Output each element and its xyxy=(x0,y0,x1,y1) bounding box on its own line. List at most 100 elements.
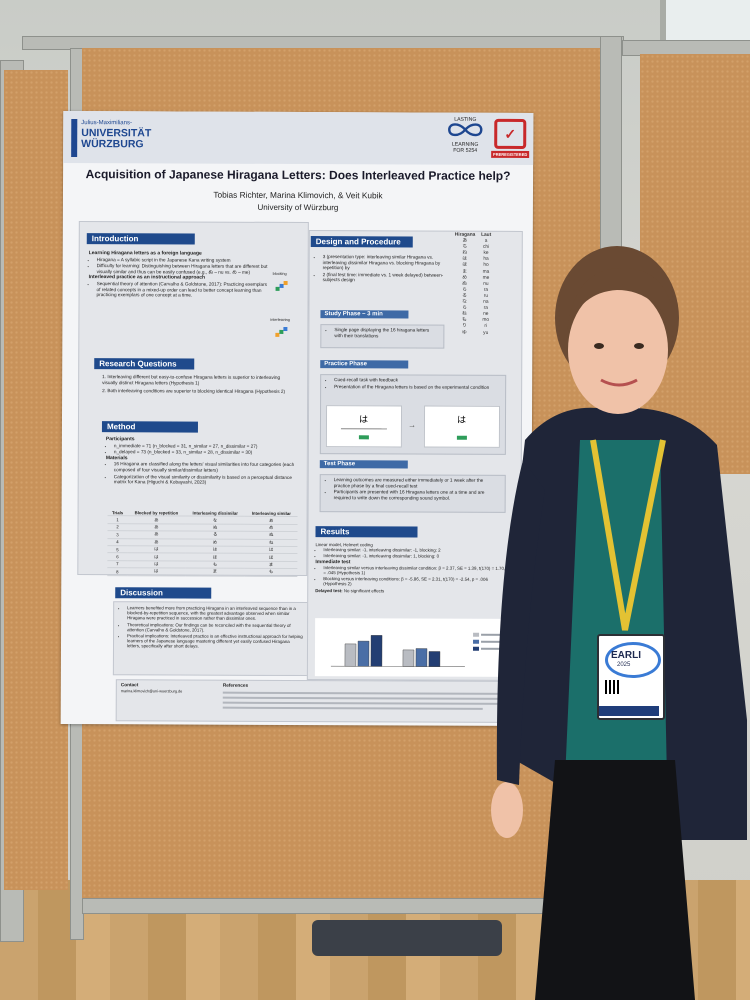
hiragana-letters: あちねはほまめぬらるならねもりゆ xyxy=(454,239,474,337)
discussion-bullet-2: Theoretical implications: Our findings c… xyxy=(127,622,303,633)
test-phase-text: Learning outcomes are measured either im… xyxy=(326,477,500,502)
chart-bar xyxy=(344,643,357,667)
design-heading: Design and Procedure xyxy=(310,236,413,248)
answer-line xyxy=(340,428,387,430)
references-label: References xyxy=(222,682,249,688)
sound-header: Laut xyxy=(481,232,492,238)
badge-logo-icon xyxy=(605,642,661,678)
preregistered-badge: ✓ PREREGISTERED xyxy=(491,117,530,163)
research-question-2: 2. Both interleaving conditions are supe… xyxy=(102,388,286,395)
hiragana-letter: ゆ xyxy=(461,330,467,336)
contact-label: Contact xyxy=(120,682,139,688)
contact-email: marina.klimovich@uni-wuerzburg.de xyxy=(120,689,183,694)
poster-title: Acquisition of Japanese Hiragana Letters… xyxy=(85,167,511,183)
materials-bullet-1: 16 Hiragana are classified along the let… xyxy=(114,462,296,474)
table-cell: 4 xyxy=(107,538,128,546)
black-bag xyxy=(312,920,502,956)
materials-bullet-2: Categorization of the visual similarity … xyxy=(114,474,296,486)
university-name: UNIVERSITÄT WÜRZBURG xyxy=(81,127,151,151)
next-button-icon xyxy=(456,435,467,440)
name-badge: EARLI 2025 xyxy=(597,634,665,720)
table-cell: 2 xyxy=(107,523,128,531)
test-phase-heading: Test Phase xyxy=(319,460,408,469)
preregistered-label: PREREGISTERED xyxy=(491,150,530,159)
infinity-icon xyxy=(448,123,483,137)
trials-table: Trials Blocked by repetition Interleaving … xyxy=(107,509,298,577)
study-phase-heading: Study Phase – 3 min xyxy=(320,310,409,319)
practice-card-letter: は xyxy=(358,414,369,425)
reference-line-2 xyxy=(222,696,513,700)
results-bar-chart xyxy=(314,618,516,677)
study-phase-bullet: Single page displaying the 16 hiragana l… xyxy=(334,327,438,339)
participants-immediate: n_immediate = 71 (n_blocked = 31, n_simi… xyxy=(114,443,296,449)
test-bullet-1: Learning outcomes are measured either im… xyxy=(334,477,500,489)
results-hypothesis-2: Blocking versus interleaving conditions:… xyxy=(323,576,511,587)
introduction-text: Learning Hiragana letters as a foreign l… xyxy=(89,250,269,300)
hiragana-column: Hiragana あちねはほまめぬらるならねもりゆ xyxy=(454,232,476,337)
table-cell: 7 xyxy=(107,560,128,568)
results-heading: Results xyxy=(315,526,418,538)
discussion-bullet-1: Learners benefited more from practicing … xyxy=(127,605,303,621)
reference-line-3 xyxy=(222,701,513,705)
university-logo: Julius-Maximilians- UNIVERSITÄT WÜRZBURG xyxy=(71,119,155,158)
delayed-test-label: Delayed test: xyxy=(315,587,343,593)
submit-button-icon xyxy=(358,435,369,440)
method-text: Participants n_immediate = 71 (n_blocked… xyxy=(106,436,296,487)
checkmark-icon: ✓ xyxy=(494,118,527,149)
right-corkboard xyxy=(640,54,750,474)
table-cell: も xyxy=(244,568,298,577)
lasting-learning-logo: LASTING LEARNING FOR 5254 xyxy=(443,117,487,163)
poster-header: Julius-Maximilians- UNIVERSITÄT WÜRZBURG… xyxy=(63,110,534,166)
left-corkboard xyxy=(4,70,68,890)
intro-bullet-2: Difficulty for learning: Distinguishing … xyxy=(97,263,269,275)
poster-footer: Contact marina.klimovich@uni-wuerzburg.d… xyxy=(115,679,526,724)
reference-line-4 xyxy=(222,706,483,710)
research-poster: Julius-Maximilians- UNIVERSITÄT WÜRZBURG… xyxy=(60,110,534,727)
badge-year: 2025 xyxy=(617,662,631,668)
research-questions-text: 1. Interleaving different but easy-to-co… xyxy=(102,374,292,395)
introduction-heading: Introduction xyxy=(86,233,195,245)
presenter-person xyxy=(491,246,747,1000)
legend-swatch xyxy=(472,646,480,651)
table-cell: 6 xyxy=(107,553,128,561)
hiragana-header: Hiragana xyxy=(454,232,476,238)
table-cell: 3 xyxy=(107,530,128,539)
chart-bar xyxy=(402,649,415,667)
design-text: 3 (presentation type: interleaving simil… xyxy=(315,254,449,285)
table-cell: 1 xyxy=(107,516,128,524)
university-name-small: Julius-Maximilians- xyxy=(81,120,132,127)
discussion-text: Learners benefited more from practicing … xyxy=(119,605,303,650)
research-questions-heading: Research Questions xyxy=(94,358,195,370)
discussion-heading: Discussion xyxy=(115,587,212,599)
discussion-bullet-3: Practical implications: Interleaved prac… xyxy=(127,633,303,649)
participants-delayed: n_delayed = 73 (n_blocked = 33, n_simila… xyxy=(114,449,296,455)
table-cell: ま xyxy=(185,568,245,576)
reference-line-1 xyxy=(222,691,513,695)
university-name-line2: WÜRZBURG xyxy=(81,138,144,151)
table-cell: 8 xyxy=(107,567,128,576)
arrow-right-icon: → xyxy=(407,420,416,430)
university-logo-bar xyxy=(71,119,78,158)
design-bullet-1: 3 (presentation type: interleaving simil… xyxy=(323,254,449,271)
feedback-card-letter: は xyxy=(456,414,467,425)
legend-swatch xyxy=(473,639,480,644)
test-bullet-2: Participants are presented with 16 Hirag… xyxy=(334,489,500,501)
legend-swatch xyxy=(473,632,480,637)
method-heading: Method xyxy=(101,421,198,433)
chart-bar xyxy=(370,635,383,667)
practice-phase-text: Cued-recall task with feedback Presentat… xyxy=(326,377,500,391)
research-question-1: 1. Interleaving different but easy-to-co… xyxy=(102,374,281,386)
intro-bullet-1: Hiragana = A syllabic script in the Japa… xyxy=(97,257,269,263)
intro-bullet-3: Sequential theory of attention (Carvalho… xyxy=(97,281,269,299)
blocking-label: blocking xyxy=(272,271,287,276)
practice-bullet-1: Cued-recall task with feedback xyxy=(334,377,500,383)
delayed-test-result: No significant effects xyxy=(343,587,385,594)
practice-phase-heading: Practice Phase xyxy=(320,360,409,369)
chart-bar xyxy=(415,648,428,667)
chart-bar xyxy=(428,651,441,667)
table-cell: は xyxy=(127,567,186,576)
qr-code-icon xyxy=(605,680,619,694)
table-cell: 5 xyxy=(107,545,128,554)
blocking-cubes-icon xyxy=(275,280,288,291)
